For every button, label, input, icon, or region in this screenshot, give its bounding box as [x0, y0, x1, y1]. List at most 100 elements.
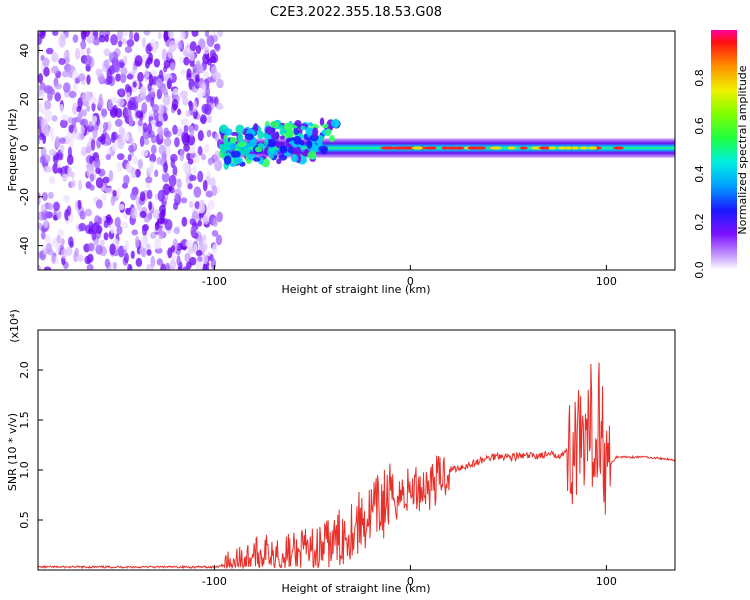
peak-mark: [411, 146, 424, 150]
noise-blob: [128, 264, 133, 270]
noise-blob: [101, 194, 107, 201]
noise-blob: [192, 166, 197, 174]
noise-blob: [59, 137, 66, 144]
noise-blob: [124, 83, 131, 93]
y-tick-label: -40: [18, 237, 31, 255]
noise-blob: [198, 199, 205, 211]
noise-blob: [80, 40, 87, 50]
noise-blob: [91, 230, 97, 241]
spectrogram-panel: -100 0 100 -40 -20 0 20 40 Height of straight l…: [6, 30, 676, 296]
noise-blob: [141, 37, 147, 48]
noise-blob: [38, 264, 41, 270]
noise-blob: [206, 76, 213, 84]
noise-blob: [125, 162, 132, 174]
noise-blob: [132, 156, 139, 165]
signal-blob: [254, 146, 263, 153]
noise-blob: [187, 183, 193, 190]
noise-blob: [204, 31, 210, 38]
noise-blob: [89, 173, 95, 182]
noise-blob: [180, 197, 188, 204]
noise-blob: [105, 187, 114, 194]
noise-blob: [149, 153, 157, 163]
snr-multiplier: (x10⁴): [8, 309, 21, 343]
noise-blob: [107, 99, 113, 111]
noise-blob: [172, 88, 179, 96]
noise-blob: [123, 252, 129, 264]
noise-blob: [186, 68, 192, 78]
noise-blob: [48, 191, 54, 200]
spectrogram-xlabel: Height of straight line (km): [281, 283, 430, 296]
noise-blob: [180, 68, 186, 76]
noise-blob: [130, 250, 135, 259]
noise-blob: [116, 98, 125, 107]
noise-blob: [135, 235, 140, 248]
noise-blob: [189, 125, 195, 138]
signal-blob: [300, 125, 306, 131]
noise-blob: [153, 58, 161, 68]
noise-blob: [64, 31, 70, 39]
noise-blob: [95, 68, 103, 77]
noise-blob: [110, 195, 116, 206]
noise-blob: [38, 89, 46, 100]
noise-blob: [45, 47, 54, 55]
noise-blob: [148, 74, 154, 87]
noise-blob: [197, 146, 203, 156]
noise-blob: [195, 63, 202, 75]
noise-blob: [54, 136, 61, 149]
noise-blob: [182, 162, 190, 173]
noise-blob: [91, 102, 96, 112]
noise-blob: [202, 264, 210, 270]
noise-blob: [210, 65, 218, 78]
snr-xlabel: Height of straight line (km): [281, 582, 430, 595]
noise-blob: [199, 40, 206, 48]
noise-blob: [178, 261, 183, 270]
signal-blob: [229, 137, 237, 143]
noise-blob: [197, 220, 203, 227]
noise-blob: [61, 70, 70, 78]
noise-blob: [153, 42, 159, 50]
noise-blob: [169, 259, 177, 270]
noise-blob: [116, 153, 125, 161]
noise-blob: [52, 154, 59, 164]
noise-blob: [86, 74, 91, 85]
noise-blob: [172, 124, 178, 135]
noise-blob: [116, 225, 123, 235]
noise-blob: [48, 148, 57, 157]
noise-blob: [124, 132, 130, 141]
signal-blob: [223, 155, 232, 166]
noise-blob: [163, 113, 168, 122]
peak-mark: [380, 146, 392, 150]
noise-blob: [195, 74, 200, 83]
noise-blob: [45, 234, 51, 246]
noise-blob: [120, 221, 129, 229]
noise-blob: [158, 104, 164, 115]
noise-blob: [84, 54, 92, 67]
noise-blob: [165, 145, 171, 157]
noise-blob: [126, 91, 131, 101]
noise-blob: [181, 216, 188, 227]
noise-blob: [74, 47, 81, 60]
noise-blob: [98, 123, 104, 133]
noise-blob: [99, 239, 105, 246]
colorbar-label: Normalized spectral amplitude: [736, 65, 749, 234]
noise-blob: [108, 52, 114, 60]
noise-blob: [80, 48, 85, 56]
signal-blob: [329, 135, 335, 143]
noise-blob: [61, 114, 69, 121]
noise-blob: [160, 263, 167, 270]
noise-blob: [214, 43, 221, 52]
y-tick-label: 0: [18, 145, 31, 152]
x-tick-label: 100: [596, 275, 617, 288]
y-tick-label: 20: [18, 92, 31, 106]
noise-blob: [95, 167, 101, 175]
signal-blob: [279, 129, 284, 136]
noise-blob: [214, 132, 219, 142]
noise-blob: [167, 48, 173, 59]
noise-blob: [80, 124, 85, 135]
noise-blob: [129, 96, 136, 106]
noise-blob: [167, 77, 172, 90]
noise-blob: [206, 115, 213, 124]
signal-blob: [230, 150, 241, 159]
noise-blob: [161, 171, 170, 183]
noise-blob: [212, 217, 219, 227]
